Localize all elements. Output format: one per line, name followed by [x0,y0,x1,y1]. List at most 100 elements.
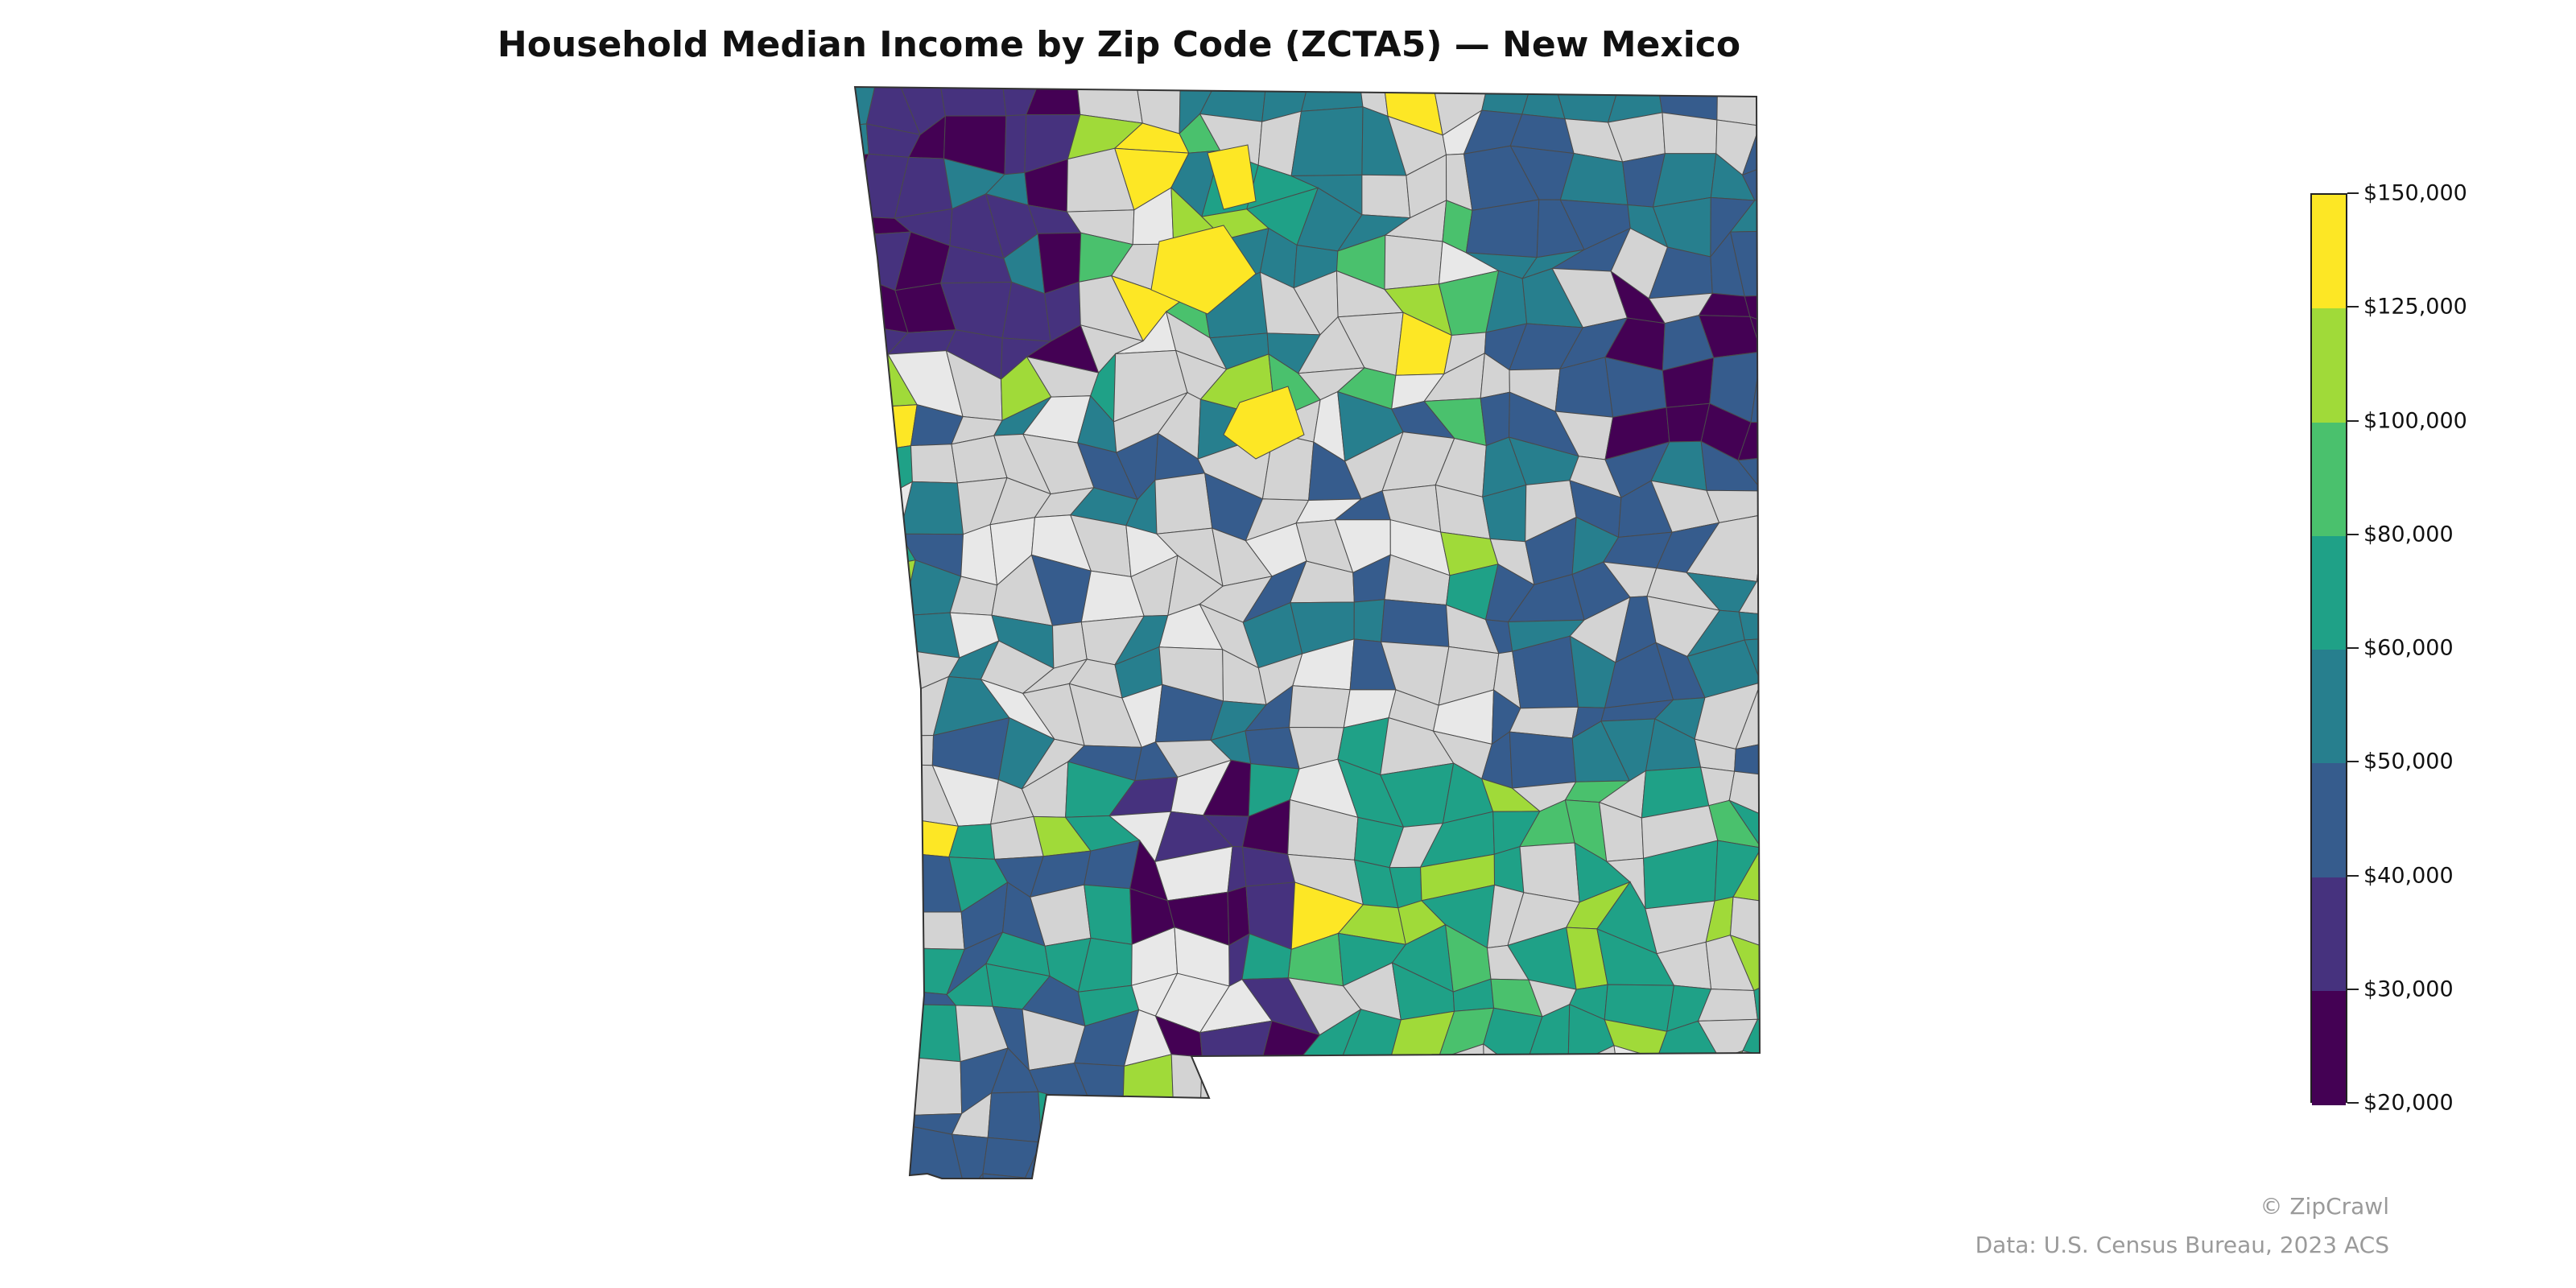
zip-region [773,80,832,127]
zip-region [1004,114,1027,175]
zip-region [1798,363,1835,422]
zip-region [1086,1195,1141,1224]
zip-region [1343,1103,1397,1144]
zip-region [1740,1133,1760,1179]
state-border [853,85,1761,1179]
legend-swatch [2312,195,2346,309]
legend-tick-label: $60,000 [2363,635,2454,661]
zip-region [900,1003,961,1063]
zip-region [1716,87,1760,126]
zip-region [855,215,877,257]
zip-region [1386,1173,1447,1179]
zip-region [773,864,833,901]
zip-region [773,767,830,825]
zip-region [1729,196,1760,233]
zip-region [1493,846,1525,894]
zip-region [855,271,862,326]
zip-region [773,1027,811,1060]
zip-region [855,1055,910,1116]
zip-region [982,1173,1055,1179]
zcta-regions [773,80,1836,1224]
zip-region [855,233,877,300]
legend-swatch [2312,308,2346,423]
zip-region [1150,225,1257,315]
zip-region [1622,1107,1659,1155]
zip-region [855,764,923,822]
legend-tick [2347,192,2359,194]
zip-region [1262,1166,1313,1179]
legend-tick-label: $20,000 [2363,1090,2454,1116]
zip-region [1728,799,1760,848]
legend-tick [2347,988,2359,990]
zip-region [855,638,871,705]
zip-region [1785,448,1835,492]
legend-swatch [2312,877,2346,992]
zip-region [1757,87,1760,126]
zip-region [1777,197,1836,232]
legend-tick-label: $30,000 [2363,976,2454,1002]
zip-region [1744,294,1760,337]
zip-region [855,897,912,953]
zip-region [1729,1088,1760,1153]
zip-region [1491,1137,1542,1179]
zip-region [773,122,832,168]
zip-region [1289,1131,1345,1179]
zip-region [773,518,825,584]
zip-region [1691,1179,1752,1224]
zip-region [1790,691,1835,735]
zip-region [1756,514,1760,583]
zip-region [900,1055,963,1116]
zip-region [1777,523,1835,574]
zip-region [1762,491,1785,523]
zip-region [855,321,862,382]
zip-region [811,1055,852,1114]
zip-region [1154,1167,1225,1179]
zip-region [939,87,1007,117]
zip-region [939,1172,986,1179]
zip-region [1535,1144,1578,1179]
zip-region [1598,1191,1676,1224]
legend-tick-label: $40,000 [2363,863,2454,888]
zip-region [1642,1106,1715,1154]
legend-tick-label: $80,000 [2363,522,2454,547]
zip-region [855,1113,911,1146]
zip-region [855,859,865,902]
zip-region [1798,320,1835,376]
zip-region [855,966,905,1022]
legend-tick-label: $100,000 [2363,408,2467,433]
zip-region [855,498,872,519]
legend-colorbar [2310,193,2347,1105]
zip-region [1024,1177,1091,1179]
zip-region [773,1176,820,1224]
legend-tick [2347,874,2359,877]
zip-region [1418,1128,1496,1179]
zip-region [1749,316,1760,364]
zip-region [1729,934,1760,992]
zip-region [773,437,828,501]
zip-region [1708,799,1760,848]
zip-region [1353,599,1385,642]
legend-tick-label: $150,000 [2363,180,2467,206]
zip-region [1749,1179,1802,1224]
zip-region [1084,884,1133,945]
zip-region [1735,682,1760,750]
zip-region [1539,1178,1560,1179]
zip-region [855,698,916,737]
zip-region [773,394,828,452]
zip-region [1777,564,1835,621]
zip-region [1091,1105,1143,1141]
zip-region [1484,1096,1541,1153]
zip-region [1290,1070,1360,1118]
zip-region [855,809,923,861]
zip-region [1738,611,1760,641]
legend-swatch [2312,763,2346,877]
zip-region [1790,637,1835,702]
zip-region [1394,1128,1445,1179]
zip-region [901,734,935,766]
legend-tick [2347,1102,2359,1104]
zip-region [1801,414,1835,453]
zip-region [830,1092,852,1146]
color-legend: $150,000 $125,000 $100,000 $80,000 $60,000 $5… [2310,181,2552,1116]
zip-region [855,967,878,1028]
zip-region [1380,599,1450,647]
